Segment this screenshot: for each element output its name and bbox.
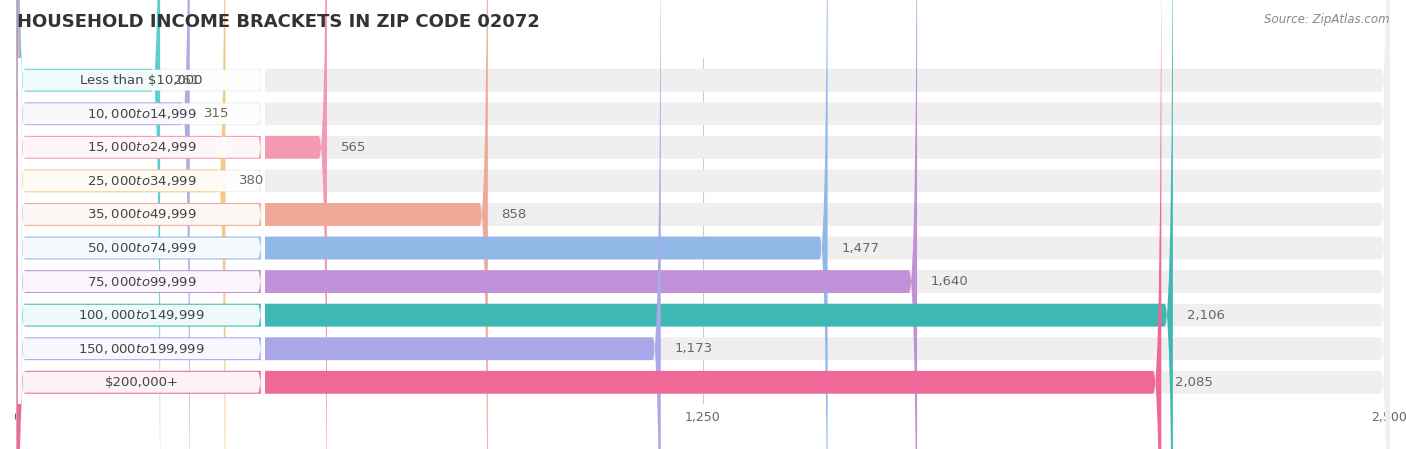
Text: Source: ZipAtlas.com: Source: ZipAtlas.com <box>1264 13 1389 26</box>
Text: 858: 858 <box>502 208 527 221</box>
FancyBboxPatch shape <box>18 0 264 449</box>
Text: 261: 261 <box>174 74 200 87</box>
FancyBboxPatch shape <box>17 0 1389 449</box>
Text: $10,000 to $14,999: $10,000 to $14,999 <box>87 107 197 121</box>
FancyBboxPatch shape <box>17 0 1389 449</box>
FancyBboxPatch shape <box>18 0 264 449</box>
Text: 2,085: 2,085 <box>1175 376 1213 389</box>
FancyBboxPatch shape <box>17 0 828 449</box>
Text: $200,000+: $200,000+ <box>104 376 179 389</box>
FancyBboxPatch shape <box>17 0 160 449</box>
FancyBboxPatch shape <box>17 0 1389 449</box>
Text: 1,477: 1,477 <box>841 242 879 255</box>
FancyBboxPatch shape <box>17 0 1389 449</box>
FancyBboxPatch shape <box>17 0 190 449</box>
FancyBboxPatch shape <box>18 0 264 449</box>
Text: 565: 565 <box>340 141 366 154</box>
FancyBboxPatch shape <box>17 0 661 449</box>
FancyBboxPatch shape <box>17 0 1389 449</box>
FancyBboxPatch shape <box>18 0 264 449</box>
Text: $75,000 to $99,999: $75,000 to $99,999 <box>87 275 197 289</box>
FancyBboxPatch shape <box>18 0 264 449</box>
Text: 1,173: 1,173 <box>675 342 713 355</box>
FancyBboxPatch shape <box>17 0 488 449</box>
FancyBboxPatch shape <box>18 0 264 449</box>
FancyBboxPatch shape <box>17 0 1389 449</box>
FancyBboxPatch shape <box>18 0 264 449</box>
Text: HOUSEHOLD INCOME BRACKETS IN ZIP CODE 02072: HOUSEHOLD INCOME BRACKETS IN ZIP CODE 02… <box>17 13 540 31</box>
FancyBboxPatch shape <box>17 0 1389 449</box>
Text: $25,000 to $34,999: $25,000 to $34,999 <box>87 174 197 188</box>
FancyBboxPatch shape <box>17 0 1389 449</box>
FancyBboxPatch shape <box>17 0 917 449</box>
FancyBboxPatch shape <box>17 0 1173 449</box>
Text: $15,000 to $24,999: $15,000 to $24,999 <box>87 141 197 154</box>
FancyBboxPatch shape <box>18 0 264 449</box>
Text: $100,000 to $149,999: $100,000 to $149,999 <box>79 308 205 322</box>
Text: 315: 315 <box>204 107 229 120</box>
Text: $50,000 to $74,999: $50,000 to $74,999 <box>87 241 197 255</box>
FancyBboxPatch shape <box>17 0 1389 449</box>
Text: Less than $10,000: Less than $10,000 <box>80 74 202 87</box>
FancyBboxPatch shape <box>18 0 264 449</box>
FancyBboxPatch shape <box>17 0 328 449</box>
FancyBboxPatch shape <box>17 0 1389 449</box>
FancyBboxPatch shape <box>17 0 225 449</box>
Text: $35,000 to $49,999: $35,000 to $49,999 <box>87 207 197 221</box>
FancyBboxPatch shape <box>17 0 1161 449</box>
Text: 2,106: 2,106 <box>1187 308 1225 321</box>
FancyBboxPatch shape <box>18 0 264 449</box>
Text: 380: 380 <box>239 174 264 187</box>
Text: $150,000 to $199,999: $150,000 to $199,999 <box>79 342 205 356</box>
Text: 1,640: 1,640 <box>931 275 969 288</box>
